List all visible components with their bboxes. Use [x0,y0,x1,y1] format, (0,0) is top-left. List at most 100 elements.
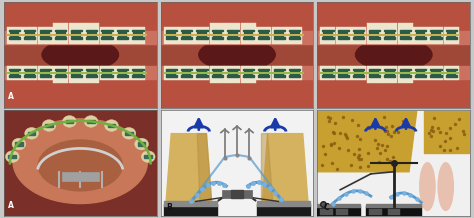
Bar [181,37,192,39]
Bar [164,201,217,206]
Bar [181,30,192,31]
Bar [53,23,68,44]
Bar [225,23,240,44]
Ellipse shape [5,151,19,162]
Bar [194,27,210,44]
Bar [428,27,444,44]
Bar [40,30,51,31]
Bar [130,66,146,80]
Bar [353,37,365,39]
Ellipse shape [199,39,275,71]
Bar [241,23,256,44]
Bar [196,37,208,39]
Bar [24,75,36,77]
Bar [4,66,157,79]
Bar [273,37,285,39]
Polygon shape [262,134,309,214]
Bar [317,204,360,207]
Bar [69,66,83,83]
Bar [125,132,133,135]
Bar [366,204,421,207]
Bar [243,75,254,77]
Bar [213,31,222,37]
Bar [369,209,382,215]
Bar [25,31,35,37]
Bar [165,37,177,39]
Bar [86,30,97,31]
Bar [40,75,51,77]
Bar [164,27,179,44]
Ellipse shape [105,120,118,131]
Bar [87,31,97,37]
Ellipse shape [38,140,122,191]
Bar [369,37,380,39]
Bar [273,75,285,77]
Bar [182,31,191,37]
Bar [256,27,271,44]
Bar [62,172,99,181]
Ellipse shape [420,163,435,210]
Bar [228,75,238,77]
Bar [86,69,97,70]
Bar [115,27,130,44]
Bar [117,30,128,31]
Bar [369,30,380,31]
Bar [287,66,302,80]
Bar [196,69,208,70]
Bar [353,30,365,31]
Bar [71,31,81,37]
Bar [7,66,22,80]
Bar [7,27,22,44]
Bar [446,37,457,39]
Bar [133,31,143,37]
Bar [228,31,238,37]
Bar [56,70,65,75]
Bar [256,66,271,80]
Bar [322,30,334,31]
Bar [338,75,349,77]
Bar [447,70,456,75]
Bar [222,190,252,198]
Bar [182,70,191,75]
Bar [351,27,366,44]
Bar [244,31,253,37]
Bar [4,31,157,44]
Bar [102,31,112,37]
Ellipse shape [63,116,76,127]
Bar [55,30,66,31]
Bar [38,27,53,44]
Bar [320,27,335,44]
Ellipse shape [42,120,56,131]
Bar [369,31,379,37]
Bar [243,37,254,39]
Bar [289,69,301,70]
Bar [108,124,115,127]
Bar [400,70,410,75]
Bar [446,30,457,31]
Bar [212,37,223,39]
Bar [369,75,380,77]
Bar [130,27,146,44]
Bar [28,132,36,135]
Bar [24,30,36,31]
Bar [210,66,225,83]
Bar [338,30,349,31]
Bar [161,31,313,44]
Bar [259,70,269,75]
Bar [165,69,177,70]
Bar [317,206,360,216]
Bar [24,69,36,70]
Bar [166,70,176,75]
Bar [165,30,177,31]
Bar [446,69,457,70]
Bar [317,31,470,44]
Bar [257,201,310,206]
Bar [197,70,207,75]
Bar [353,69,365,70]
Bar [415,75,426,77]
Bar [243,30,254,31]
Bar [179,27,194,44]
Bar [117,69,128,70]
Bar [384,75,395,77]
Bar [430,75,442,77]
